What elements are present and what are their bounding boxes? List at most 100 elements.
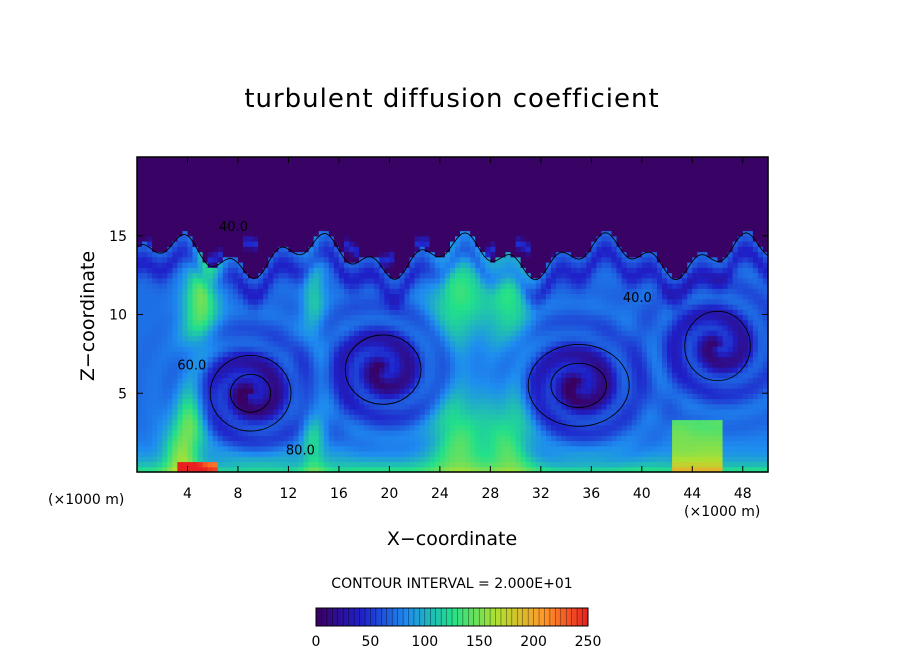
heatmap-cell — [167, 277, 173, 284]
heatmap-cell — [530, 398, 537, 405]
heatmap-cell — [475, 241, 481, 247]
heatmap-cell — [500, 456, 507, 463]
heatmap-cell — [232, 372, 239, 379]
heatmap-cell — [298, 430, 305, 436]
heatmap-cell — [510, 188, 517, 195]
heatmap-cell — [449, 214, 456, 221]
heatmap-cell — [364, 361, 370, 368]
heatmap-cell — [424, 251, 431, 258]
heatmap-cell — [389, 330, 396, 337]
heatmap-cell — [520, 267, 527, 274]
heatmap-cell — [217, 241, 224, 247]
heatmap-cell — [222, 225, 229, 232]
heatmap-cell — [354, 372, 360, 379]
heatmap-cell — [475, 346, 481, 352]
heatmap-cell — [414, 356, 421, 363]
heatmap-cell — [303, 162, 310, 169]
heatmap-cell — [318, 188, 325, 195]
heatmap-cell — [455, 288, 461, 295]
heatmap-cell — [278, 398, 284, 405]
heatmap-cell — [500, 388, 507, 394]
heatmap-cell — [137, 409, 143, 415]
heatmap-cell — [333, 251, 340, 258]
heatmap-cell — [288, 351, 295, 358]
heatmap-cell — [354, 409, 360, 415]
heatmap-cell — [389, 267, 396, 274]
heatmap-cell — [232, 288, 239, 295]
heatmap-cell — [303, 293, 310, 300]
heatmap-cell — [434, 335, 441, 342]
heatmap-cell — [253, 435, 259, 442]
heatmap-cell — [515, 209, 522, 216]
heatmap-cell — [465, 193, 471, 200]
heatmap-cell — [379, 304, 385, 310]
heatmap-cell — [515, 214, 522, 221]
heatmap-cell — [550, 183, 557, 190]
heatmap-cell — [535, 293, 542, 300]
heatmap-cell — [419, 340, 426, 347]
heatmap-cell — [379, 235, 385, 242]
heatmap-cell — [157, 325, 163, 331]
heatmap-cell — [298, 277, 305, 284]
heatmap-cell — [399, 309, 406, 316]
heatmap-cell — [232, 162, 239, 169]
heatmap-cell — [449, 377, 456, 384]
heatmap-cell — [217, 209, 224, 216]
heatmap-cell — [449, 246, 456, 253]
heatmap-cell — [328, 193, 335, 200]
heatmap-cell — [318, 351, 325, 358]
heatmap-cell — [243, 466, 249, 473]
heatmap-cell — [298, 162, 305, 169]
heatmap-cell — [444, 293, 451, 300]
heatmap-cell — [449, 183, 456, 190]
heatmap-cell — [525, 351, 532, 358]
heatmap-cell — [485, 325, 491, 331]
heatmap-cell — [520, 193, 527, 200]
heatmap-cell — [399, 304, 406, 310]
heatmap-cell — [248, 372, 254, 379]
heatmap-cell — [162, 246, 168, 253]
heatmap-cell — [318, 262, 325, 268]
heatmap-cell — [187, 288, 194, 295]
heatmap-cell — [142, 298, 148, 305]
heatmap-cell — [550, 435, 557, 442]
heatmap-cell — [278, 361, 284, 368]
heatmap-cell — [298, 262, 305, 268]
heatmap-cell — [444, 267, 451, 274]
heatmap-cell — [167, 461, 173, 468]
heatmap-cell — [343, 230, 350, 237]
heatmap-cell — [318, 398, 325, 405]
heatmap-cell — [222, 419, 229, 426]
heatmap-cell — [333, 157, 340, 163]
heatmap-cell — [288, 162, 295, 169]
heatmap-cell — [192, 409, 199, 415]
heatmap-cell — [343, 235, 350, 242]
heatmap-cell — [364, 377, 370, 384]
heatmap-cell — [222, 235, 229, 242]
heatmap-cell — [177, 330, 184, 337]
heatmap-cell — [172, 361, 178, 368]
heatmap-cell — [197, 435, 204, 442]
heatmap-cell — [147, 440, 153, 447]
heatmap-cell — [298, 461, 305, 468]
heatmap-cell — [465, 235, 471, 242]
heatmap-cell — [480, 157, 486, 163]
heatmap-cell — [384, 314, 390, 321]
heatmap-cell — [248, 304, 254, 310]
heatmap-cell — [374, 346, 380, 352]
heatmap-cell — [485, 298, 491, 305]
heatmap-cell — [404, 225, 411, 232]
heatmap-cell — [545, 346, 552, 352]
heatmap-cell — [475, 325, 481, 331]
heatmap-cell — [409, 283, 416, 289]
heatmap-cell — [318, 298, 325, 305]
heatmap-cell — [384, 256, 390, 263]
heatmap-cell — [424, 298, 431, 305]
heatmap-cell — [515, 293, 522, 300]
heatmap-cell — [399, 183, 406, 190]
heatmap-cell — [172, 367, 178, 373]
heatmap-cell — [530, 319, 537, 326]
heatmap-cell — [555, 409, 562, 415]
heatmap-cell — [288, 288, 295, 295]
heatmap-cell — [444, 372, 451, 379]
